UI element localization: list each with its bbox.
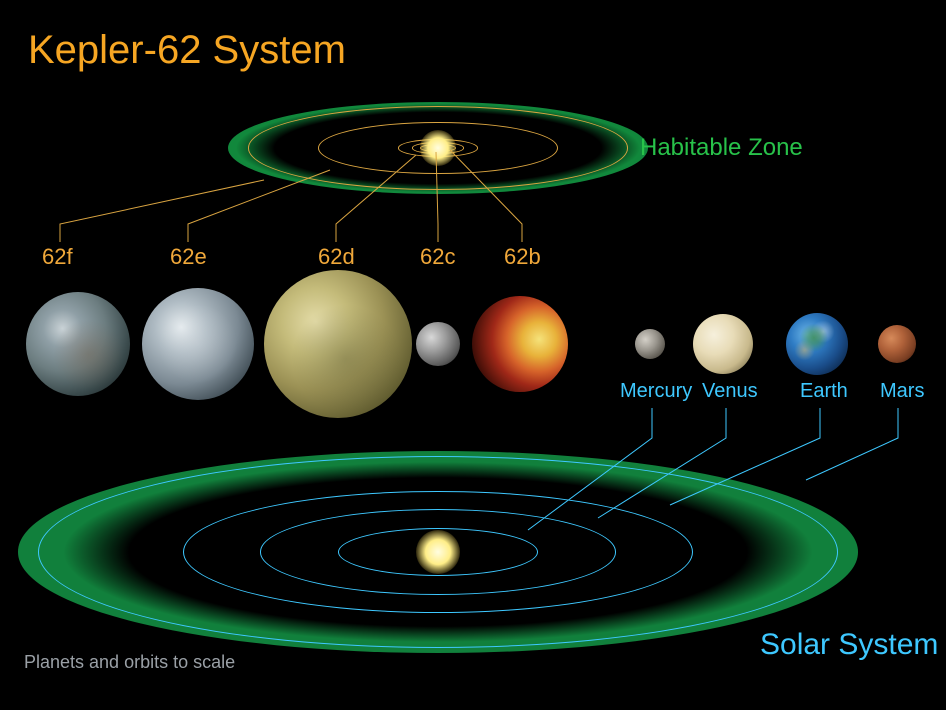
kepler-planet-62c: [416, 322, 460, 366]
solar-system-label: Solar System: [760, 628, 938, 662]
kepler-planet-62d: [264, 270, 412, 418]
solar-star: [416, 530, 460, 574]
footnote: Planets and orbits to scale: [24, 652, 235, 673]
solar-planet-venus: [693, 314, 753, 374]
habitable-zone-label: Habitable Zone: [640, 134, 803, 162]
kepler-planet-label-62b: 62b: [504, 244, 541, 270]
main-title: Kepler-62 System: [28, 28, 346, 73]
kepler-planet-label-62c: 62c: [420, 244, 455, 270]
solar-planet-mercury: [635, 329, 665, 359]
solar-planet-label-mercury: Mercury: [620, 380, 692, 403]
kepler-planet-62e: [142, 288, 254, 400]
kepler-star: [420, 130, 456, 166]
solar-planet-mars: [878, 325, 916, 363]
kepler-planet-label-62f: 62f: [42, 244, 73, 270]
solar-planet-label-mars: Mars: [880, 380, 924, 403]
kepler-planet-label-62d: 62d: [318, 244, 355, 270]
solar-planet-label-venus: Venus: [702, 380, 758, 403]
kepler-planet-62b: [472, 296, 568, 392]
kepler-planet-label-62e: 62e: [170, 244, 207, 270]
solar-planet-label-earth: Earth: [800, 380, 848, 403]
solar-planet-earth: [786, 313, 848, 375]
kepler-planet-62f: [26, 292, 130, 396]
